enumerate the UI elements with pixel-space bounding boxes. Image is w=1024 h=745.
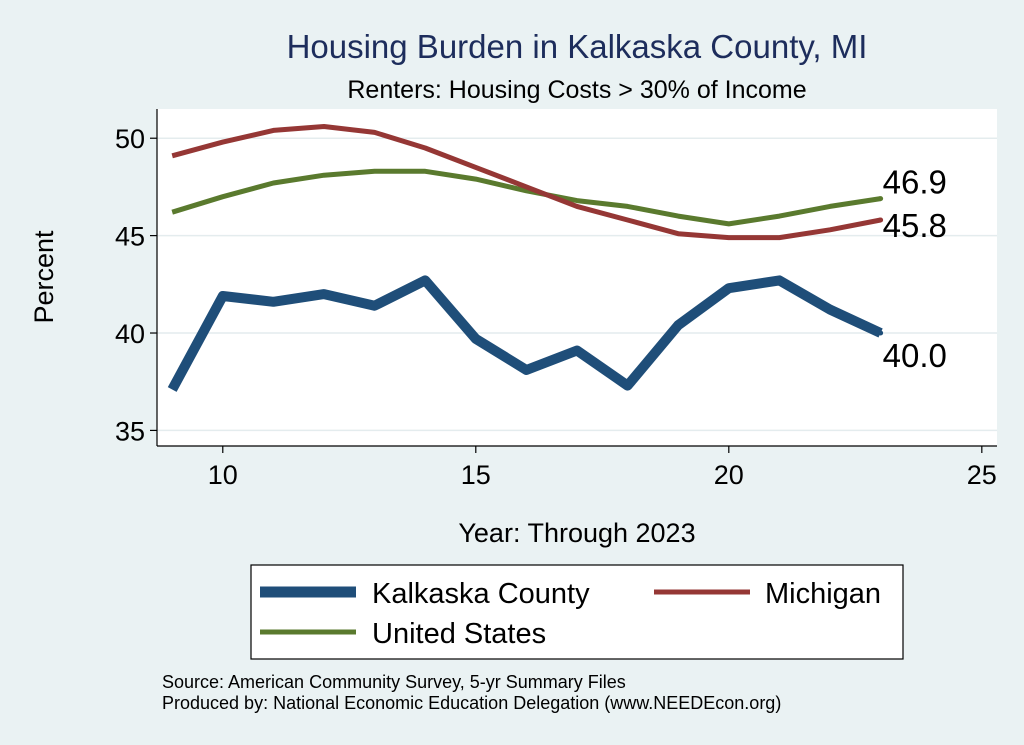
x-tick-label: 15 xyxy=(461,460,491,490)
series-line-us xyxy=(171,168,881,227)
end-point xyxy=(878,330,884,336)
end-labels: 40.0 45.8 46.9 xyxy=(878,164,947,374)
end-point xyxy=(878,217,884,223)
x-axis-label: Year: Through 2023 xyxy=(458,518,695,548)
series-line-kalkaska xyxy=(167,275,883,392)
x-tick-label: 10 xyxy=(208,460,238,490)
y-tick-label: 50 xyxy=(115,124,145,154)
end-label-michigan: 45.8 xyxy=(883,207,947,244)
y-tick-label: 40 xyxy=(115,319,145,349)
legend-label-kalkaska: Kalkaska County xyxy=(372,578,590,610)
legend-label-michigan: Michigan xyxy=(765,578,881,610)
end-label-kalkaska: 40.0 xyxy=(883,337,947,374)
chart-title: Housing Burden in Kalkaska County, MI xyxy=(287,28,868,65)
y-axis-ticks: 35 40 45 50 xyxy=(115,124,157,446)
end-label-us: 46.9 xyxy=(883,164,947,201)
legend: Kalkaska County Michigan United States xyxy=(250,564,904,660)
producer-note: Produced by: National Economic Education… xyxy=(162,693,781,713)
source-note: Source: American Community Survey, 5-yr … xyxy=(162,672,626,692)
y-axis-label: Percent xyxy=(29,230,59,324)
series-lines xyxy=(167,124,883,392)
end-point xyxy=(878,196,884,202)
y-tick-label: 35 xyxy=(115,416,145,446)
y-tick-label: 45 xyxy=(115,222,145,252)
x-tick-label: 25 xyxy=(967,460,997,490)
plot-area xyxy=(157,109,997,446)
x-axis-ticks: 10 15 20 25 xyxy=(208,446,997,490)
axes xyxy=(156,109,997,447)
gridlines xyxy=(157,137,997,432)
series-line-michigan xyxy=(171,124,882,241)
chart-subtitle: Renters: Housing Costs > 30% of Income xyxy=(347,76,806,104)
legend-label-us: United States xyxy=(372,618,546,650)
x-tick-label: 20 xyxy=(714,460,744,490)
